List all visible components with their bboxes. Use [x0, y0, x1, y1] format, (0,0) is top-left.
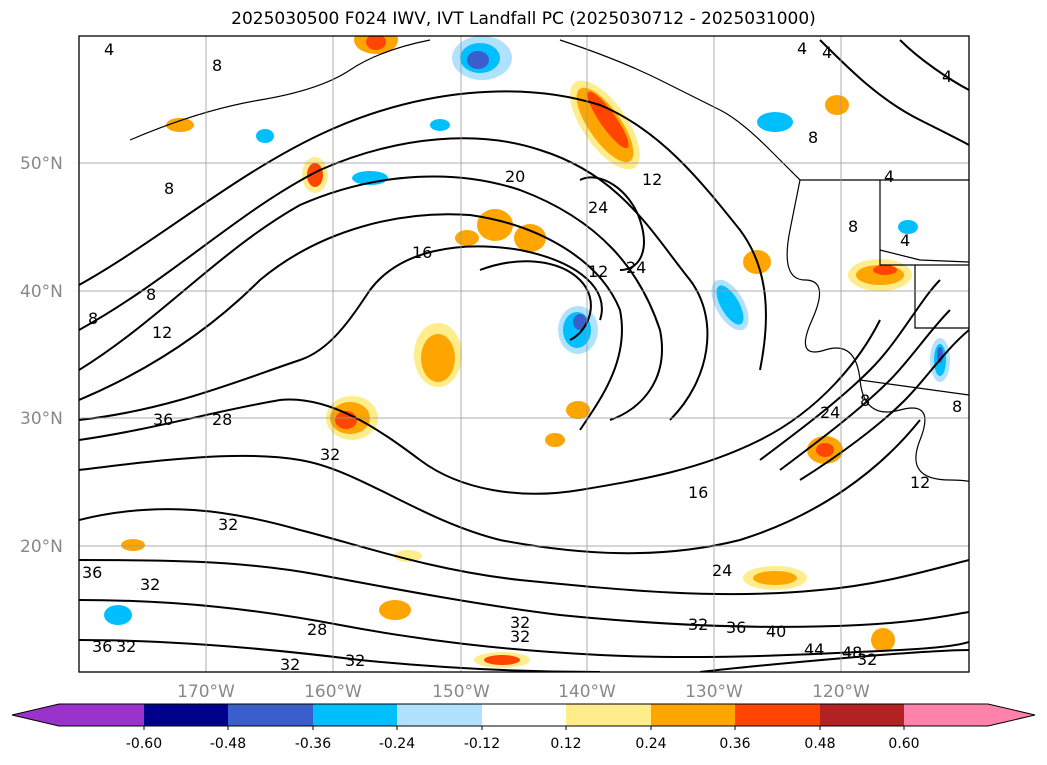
- colorbar-segment: [313, 704, 397, 726]
- contour-label: 12: [588, 262, 608, 281]
- contour-label: 16: [412, 243, 432, 262]
- contour-label: 4: [942, 67, 952, 86]
- map-area: 4 8 8 8 8 12 16 20 24 24 12 28 36 32 32 …: [78, 35, 970, 674]
- contour-label: 4: [884, 167, 894, 186]
- contour-label: 28: [307, 620, 327, 639]
- contour-label: 8: [848, 217, 858, 236]
- colorbar: -0.60 -0.48 -0.36 -0.24 -0.12 0.12 0.24 …: [11, 703, 1036, 752]
- lon-label-140w: 140°W: [558, 682, 616, 702]
- colorbar-tick-label: 0.36: [719, 736, 750, 752]
- colorbar-segment: [735, 704, 820, 726]
- latitude-labels: 50°N 40°N 30°N 20°N: [20, 154, 63, 557]
- contour-label: 36: [153, 410, 173, 429]
- contour-label: 12: [910, 473, 930, 492]
- contour-label: 4: [822, 43, 832, 62]
- contour-label: 36: [726, 618, 746, 637]
- contour-label: 8: [212, 56, 222, 75]
- lat-label-20n: 20°N: [20, 537, 63, 557]
- contour-label: 8: [952, 397, 962, 416]
- lon-label-150w: 150°W: [432, 682, 490, 702]
- figure-title: 2025030500 F024 IWV, IVT Landfall PC (20…: [231, 9, 816, 29]
- contour-label: 4: [104, 40, 114, 59]
- colorbar-ticks: [143, 726, 905, 730]
- shaded-patches: [104, 36, 950, 668]
- contour-label: 8: [88, 309, 98, 328]
- contour-label: 32: [320, 445, 340, 464]
- contour-lines: [79, 39, 969, 672]
- contour-label: 32: [857, 650, 877, 669]
- colorbar-extend-high: [988, 704, 1035, 726]
- colorbar-tick-label: -0.24: [379, 736, 415, 752]
- lon-label-130w: 130°W: [685, 682, 743, 702]
- contour-label: 36: [92, 637, 112, 656]
- colorbar-segment: [144, 704, 228, 726]
- lon-label-160w: 160°W: [304, 682, 362, 702]
- lon-label-120w: 120°W: [812, 682, 870, 702]
- contour-label: 32: [510, 613, 530, 632]
- colorbar-segment: [482, 704, 566, 726]
- colorbar-tick-label: -0.60: [126, 736, 162, 752]
- contour-label: 24: [712, 561, 732, 580]
- contour-label: 8: [146, 285, 156, 304]
- contour-label: 32: [280, 655, 300, 674]
- colorbar-outline: [11, 703, 1036, 727]
- contour-label: 20: [505, 167, 525, 186]
- contour-label-group: 4 8 8 8 8 12 16 20 24 24 12 28 36 32 32 …: [82, 39, 962, 674]
- contour-label: 24: [820, 403, 840, 422]
- colorbar-tick-label: 0.60: [888, 736, 919, 752]
- grid-lines: [79, 36, 969, 672]
- colorbar-segment: [59, 704, 144, 726]
- colorbar-tick-label: -0.12: [464, 736, 500, 752]
- longitude-labels: 170°W 160°W 150°W 140°W 130°W 120°W: [177, 682, 870, 702]
- contour-label: 44: [804, 640, 824, 659]
- colorbar-tick-label: -0.48: [210, 736, 246, 752]
- colorbar-segment: [397, 704, 482, 726]
- contour-label: 8: [808, 128, 818, 147]
- colorbar-tick-label: 0.48: [804, 736, 835, 752]
- contour-label: 16: [688, 483, 708, 502]
- map-background: [79, 36, 969, 672]
- contour-label: 24: [626, 258, 646, 277]
- colorbar-extend-low: [12, 704, 59, 726]
- contour-label: 32: [345, 651, 365, 670]
- contour-label: 12: [642, 170, 662, 189]
- colorbar-segment: [228, 704, 313, 726]
- coastlines: [129, 39, 969, 500]
- contour-label: 32: [140, 575, 160, 594]
- contour-label: 12: [152, 323, 172, 342]
- colorbar-segment: [820, 704, 904, 726]
- contour-label: 28: [212, 410, 232, 429]
- contour-label: 36: [82, 563, 102, 582]
- colorbar-tick-label: 0.24: [635, 736, 666, 752]
- colorbar-segment: [651, 704, 735, 726]
- colorbar-tick-label: 0.12: [550, 736, 581, 752]
- contour-label: 32: [218, 515, 238, 534]
- map-content: 4 8 8 8 8 12 16 20 24 24 12 28 36 32 32 …: [79, 36, 969, 674]
- contour-label: 4: [797, 39, 807, 58]
- lat-label-50n: 50°N: [20, 154, 63, 174]
- contour-label: 32: [510, 627, 530, 646]
- contour-label: 40: [766, 622, 786, 641]
- contour-label: 4: [900, 231, 910, 250]
- contour-label: 32: [116, 637, 136, 656]
- contour-label: 8: [860, 391, 870, 410]
- contour-label: 48: [842, 643, 862, 662]
- lat-label-30n: 30°N: [20, 409, 63, 429]
- colorbar-segment: [904, 704, 988, 726]
- contour-label: 24: [588, 198, 608, 217]
- colorbar-segment: [566, 704, 651, 726]
- colorbar-tick-label: -0.36: [295, 736, 331, 752]
- lat-label-40n: 40°N: [20, 282, 63, 302]
- contour-label: 32: [688, 615, 708, 634]
- contour-label: 8: [164, 179, 174, 198]
- map-frame: [78, 35, 970, 673]
- lon-label-170w: 170°W: [177, 682, 235, 702]
